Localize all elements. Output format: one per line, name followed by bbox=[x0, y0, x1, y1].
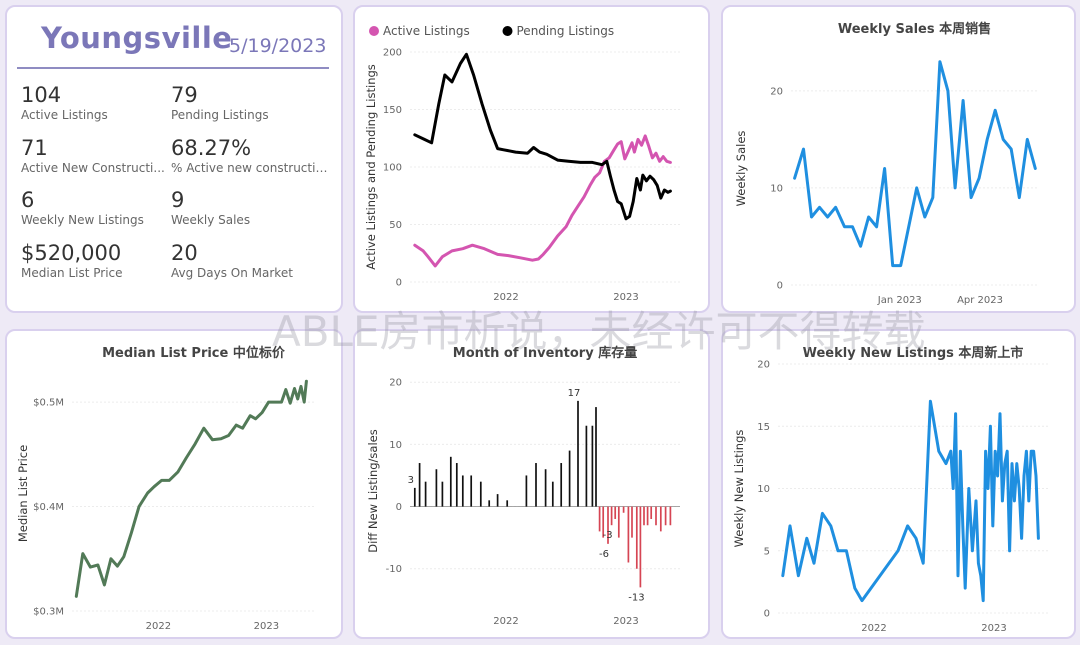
kpi-label: Pending Listings bbox=[171, 108, 269, 122]
x-tick-label: 2022 bbox=[146, 621, 171, 632]
data-label: -6 bbox=[599, 549, 609, 560]
y-tick-label: 50 bbox=[389, 220, 402, 231]
data-label: -3 bbox=[603, 530, 613, 541]
y-tick-label: 10 bbox=[389, 440, 402, 451]
data-label: -13 bbox=[628, 592, 644, 603]
y-tick-label: 15 bbox=[757, 422, 770, 433]
kpi-tile: 6 Weekly New Listings bbox=[21, 188, 181, 228]
kpi-label: Weekly New Listings bbox=[21, 213, 144, 227]
kpi-tile: $520,000 Median List Price bbox=[21, 241, 181, 281]
chart-title: Weekly New Listings 本周新上市 bbox=[803, 345, 1024, 361]
legend-label: Pending Listings bbox=[517, 24, 615, 38]
kpi-tile: 68.27%% Active new constructions bbox=[171, 136, 331, 176]
y-tick-label: 200 bbox=[383, 48, 402, 59]
series-line bbox=[781, 399, 1040, 603]
kpi-value: 79 bbox=[171, 83, 198, 107]
legend-label: Active Listings bbox=[383, 24, 470, 38]
series-line bbox=[413, 134, 672, 268]
y-axis-label: Median List Price bbox=[16, 445, 30, 542]
y-tick-label: $0.3M bbox=[33, 607, 64, 618]
kpi-label: Active New Constructi... bbox=[21, 160, 165, 175]
legend-marker bbox=[369, 26, 379, 36]
data-label: 3 bbox=[408, 475, 414, 486]
new-listings-chart: 0 5 10 15 20 2022 2023 Weekly New Listings 本周新上… bbox=[732, 345, 1048, 634]
x-tick-label: 2022 bbox=[861, 623, 886, 634]
y-tick-label: 0 bbox=[396, 502, 402, 513]
kpi-tile: 79 Pending Listings bbox=[171, 83, 331, 123]
listings-chart: 0 50 100 150 200 2022 2023 Active Listings and … bbox=[364, 24, 680, 303]
y-axis-label: Diff New Listing/sales bbox=[366, 429, 380, 552]
kpi-tile: 9 Weekly Sales bbox=[171, 188, 331, 228]
y-tick-label: 0 bbox=[396, 278, 402, 289]
x-tick-label: 2023 bbox=[254, 621, 279, 632]
series-line bbox=[74, 379, 308, 598]
y-tick-label: 5 bbox=[764, 546, 770, 557]
chart-title: Weekly Sales 本周销售 bbox=[838, 21, 991, 37]
weekly-sales-chart-card: 0 10 20 Jan 2023 Apr 2023 Weekly Sales 本周销售 We… bbox=[721, 5, 1076, 313]
y-tick-label: 150 bbox=[383, 105, 402, 116]
y-tick-label: 20 bbox=[389, 378, 402, 389]
kpi-value: 71 bbox=[21, 135, 48, 160]
listings-chart-card: 0 50 100 150 200 2022 2023 Active Listings and … bbox=[353, 5, 710, 313]
y-tick-label: 20 bbox=[757, 360, 770, 371]
y-axis-label: Weekly Sales bbox=[734, 131, 748, 207]
y-tick-label: 10 bbox=[770, 183, 783, 194]
x-tick-label: Jan 2023 bbox=[877, 295, 922, 306]
x-tick-label: 2023 bbox=[613, 292, 638, 303]
kpi-value: 6 bbox=[21, 188, 35, 212]
legend-marker bbox=[502, 26, 513, 36]
x-tick-label: Apr 2023 bbox=[957, 295, 1003, 306]
y-tick-label: 100 bbox=[383, 163, 402, 174]
kpi-value: 9 bbox=[171, 188, 185, 212]
x-tick-label: 2023 bbox=[613, 616, 638, 627]
kpi-tile: 20 Avg Days On Market bbox=[171, 241, 331, 281]
kpi-value: 20 bbox=[171, 240, 198, 265]
chart-title: Month of Inventory 库存量 bbox=[453, 345, 637, 361]
y-tick-label: -10 bbox=[386, 564, 402, 575]
chart-title: Median List Price 中位标价 bbox=[102, 345, 286, 361]
y-tick-label: 0 bbox=[777, 281, 783, 292]
y-tick-label: $0.4M bbox=[33, 502, 64, 513]
kpi-tile: 104 Active Listings bbox=[21, 83, 181, 123]
series-line bbox=[413, 52, 672, 221]
median-price-chart: $0.3M $0.4M $0.5M 2022 2023 Median List Price… bbox=[16, 345, 315, 632]
y-tick-label: 20 bbox=[770, 86, 783, 97]
report-date: 5/19/2023 bbox=[229, 35, 327, 57]
median-price-chart-card: $0.3M $0.4M $0.5M 2022 2023 Median List Price… bbox=[5, 329, 343, 639]
kpi-label: Weekly Sales bbox=[171, 213, 251, 227]
y-tick-label: 0 bbox=[764, 609, 770, 620]
kpi-divider bbox=[17, 67, 329, 69]
x-tick-label: 2023 bbox=[981, 623, 1006, 634]
kpi-label: Avg Days On Market bbox=[171, 265, 293, 280]
kpi-tile: 71 Active New Constructi... bbox=[21, 136, 181, 176]
city-name: Youngsville bbox=[41, 21, 233, 55]
kpi-card: Youngsville 5/19/2023 104 Active Listings… bbox=[5, 5, 343, 313]
kpi-label: Median List Price bbox=[21, 265, 123, 280]
kpi-value: $520,000 bbox=[21, 240, 122, 265]
weekly-sales-chart: 0 10 20 Jan 2023 Apr 2023 Weekly Sales 本周销售 We… bbox=[734, 21, 1038, 306]
kpi-value: 68.27% bbox=[171, 135, 252, 160]
x-tick-label: 2022 bbox=[493, 616, 518, 627]
y-axis-label: Active Listings and Pending Listings bbox=[364, 64, 378, 270]
series-line bbox=[793, 60, 1037, 268]
inventory-chart: -10 0 10 20 2022 2023 Month of Inventory 库存量 Di… bbox=[366, 345, 680, 627]
kpi-label: Active Listings bbox=[21, 108, 108, 122]
x-tick-label: 2022 bbox=[493, 292, 518, 303]
inventory-chart-card: -10 0 10 20 2022 2023 Month of Inventory 库存量 Di… bbox=[353, 329, 710, 639]
kpi-value: 104 bbox=[21, 83, 62, 107]
y-tick-label: 10 bbox=[757, 484, 770, 495]
data-label: 17 bbox=[568, 388, 581, 399]
y-axis-label: Weekly New Listings bbox=[732, 430, 746, 548]
kpi-label: % Active new constructions bbox=[171, 160, 331, 175]
y-tick-label: $0.5M bbox=[33, 398, 64, 409]
new-listings-chart-card: 0 5 10 15 20 2022 2023 Weekly New Listings 本周新上… bbox=[721, 329, 1076, 639]
